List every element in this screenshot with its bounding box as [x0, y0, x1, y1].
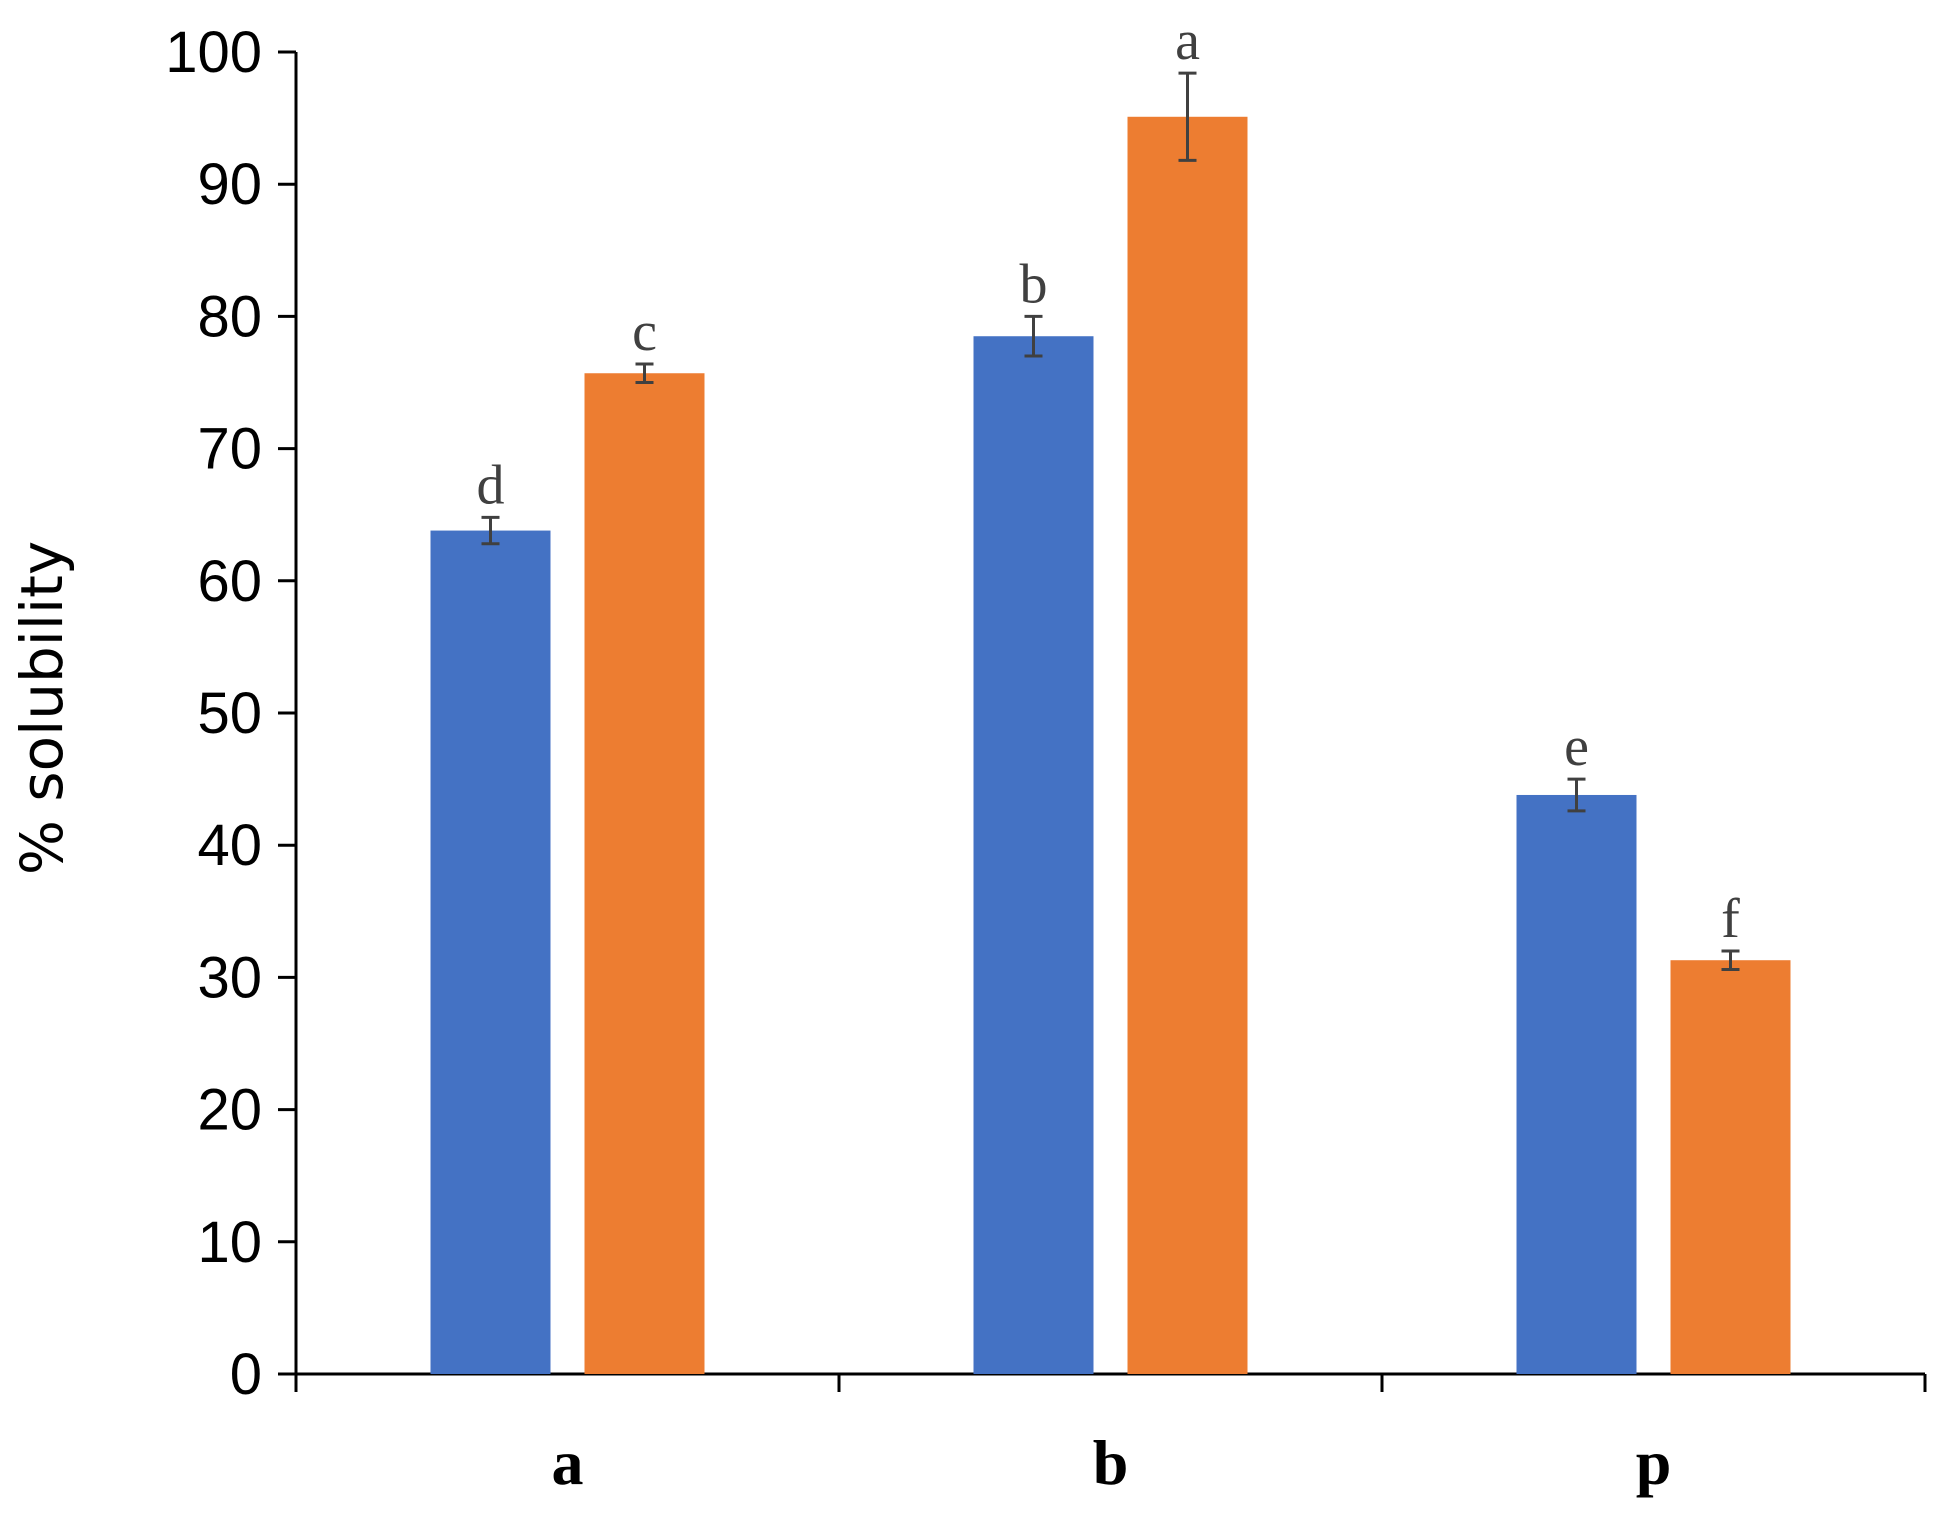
bars [430, 71, 1791, 1375]
x-category-label: p [1636, 1427, 1672, 1498]
y-tick-label: 0 [230, 1342, 262, 1407]
x-category-label: b [1093, 1427, 1129, 1498]
axes [278, 50, 1927, 1392]
bar [973, 336, 1094, 1375]
significance-letter: d [477, 454, 505, 516]
y-tick-label: 30 [197, 945, 262, 1010]
y-tick-label: 70 [197, 417, 262, 482]
bar [1516, 794, 1637, 1374]
y-tick-label: 80 [197, 284, 262, 349]
y-tick-label: 90 [197, 152, 262, 217]
labels: 0 10 20 30 40 50 60 70 80 90 100 a b p d c b a e f [165, 10, 1740, 1498]
y-axis-title: % solubility [8, 541, 76, 875]
y-tick-label: 40 [197, 813, 262, 878]
significance-letter: e [1564, 716, 1589, 778]
y-tick-label: 20 [197, 1078, 262, 1143]
y-tick-label: 50 [197, 681, 262, 746]
bar [1670, 960, 1791, 1374]
significance-letter: c [632, 301, 657, 363]
significance-letter: b [1020, 253, 1048, 315]
y-tick-label: 10 [197, 1210, 262, 1275]
significance-letter: a [1175, 10, 1200, 72]
y-tick-label: 100 [165, 20, 262, 85]
significance-letter: f [1721, 888, 1740, 950]
bar [1127, 116, 1248, 1375]
x-category-label: a [552, 1427, 584, 1498]
y-tick-label: 60 [197, 549, 262, 614]
bar [430, 530, 551, 1374]
bar [584, 373, 705, 1375]
